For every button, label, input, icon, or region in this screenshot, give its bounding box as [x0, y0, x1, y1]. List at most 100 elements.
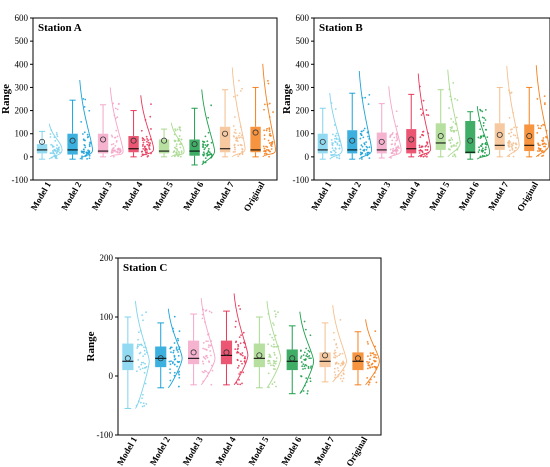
chart-title: Station A: [38, 22, 82, 34]
box-group: [219, 67, 246, 158]
violin-outline: [358, 70, 373, 160]
sample-point: [450, 130, 453, 133]
sample-point: [175, 147, 177, 150]
sample-point: [145, 351, 148, 354]
sample-point: [484, 108, 487, 111]
sample-point: [204, 144, 207, 146]
sample-point: [514, 142, 517, 145]
sample-point: [395, 110, 398, 113]
sample-point: [81, 155, 83, 158]
sample-point: [51, 144, 54, 147]
sample-point: [334, 376, 336, 379]
sample-point: [545, 136, 548, 139]
sample-point: [234, 146, 236, 149]
box-iqr: [188, 340, 200, 365]
sample-point: [146, 143, 149, 146]
y-tick-label: 600: [296, 13, 310, 23]
sample-point: [136, 345, 139, 348]
sample-point: [201, 313, 204, 316]
sample-point: [203, 369, 206, 372]
sample-point: [450, 118, 453, 120]
sample-point: [82, 138, 85, 141]
sample-point: [177, 351, 179, 353]
sample-point: [542, 123, 545, 126]
sample-point: [143, 149, 146, 151]
sample-point: [204, 135, 207, 138]
sample-point: [143, 366, 146, 369]
sample-point: [543, 142, 546, 145]
sample-point: [266, 127, 269, 130]
sample-point: [334, 134, 337, 137]
sample-point: [364, 153, 367, 155]
sample-point: [273, 353, 276, 356]
violin-outline: [140, 95, 155, 158]
sample-point: [334, 351, 337, 354]
y-tick-label: 500: [296, 36, 310, 46]
sample-point: [142, 361, 145, 364]
sample-point: [114, 117, 117, 120]
box-iqr: [220, 340, 233, 365]
sample-point: [306, 355, 309, 358]
sample-point: [207, 371, 209, 374]
sample-point: [375, 356, 378, 359]
sample-point: [374, 330, 377, 333]
box-iqr: [36, 144, 48, 154]
sample-point: [263, 147, 266, 150]
sample-point: [211, 369, 214, 372]
sample-point: [335, 154, 338, 157]
sample-point: [86, 157, 88, 160]
sample-point: [368, 93, 371, 96]
box-iqr: [155, 346, 167, 368]
sample-point: [275, 385, 277, 388]
sample-point: [143, 404, 146, 407]
violin-outline: [233, 293, 249, 386]
sample-point: [537, 142, 539, 145]
sample-point: [507, 141, 510, 144]
sample-point: [112, 155, 115, 158]
box-mean-marker: [157, 355, 164, 362]
sample-point: [542, 137, 545, 139]
sample-point: [421, 151, 424, 154]
violin-outline: [109, 87, 124, 158]
sample-point: [232, 125, 235, 127]
sample-point: [241, 153, 244, 156]
sample-point: [235, 139, 238, 142]
box-mean-marker: [222, 130, 229, 137]
sample-point: [82, 148, 85, 151]
x-tick-label: Model 2: [59, 180, 84, 212]
sample-point: [110, 143, 113, 146]
sample-point: [235, 320, 237, 323]
sample-point: [448, 139, 451, 142]
sample-point: [339, 364, 342, 367]
sample-point: [168, 360, 171, 363]
sample-point: [304, 328, 307, 331]
sample-point: [233, 95, 235, 98]
sample-point: [391, 133, 394, 136]
sample-point: [147, 141, 150, 144]
sample-point: [339, 353, 342, 355]
sample-point: [485, 141, 487, 144]
y-tick-label: 600: [15, 13, 29, 23]
sample-point: [341, 380, 344, 383]
x-tick-label: Model 1: [309, 180, 334, 212]
sample-point: [480, 150, 483, 152]
sample-point: [178, 152, 181, 154]
sample-point: [330, 102, 333, 104]
sample-point: [479, 145, 482, 147]
sample-point: [141, 397, 143, 400]
sample-point: [540, 124, 543, 127]
sample-point: [114, 149, 117, 152]
y-tick-label: 300: [296, 82, 310, 92]
box-mean-marker: [252, 129, 259, 136]
sample-point: [202, 380, 205, 383]
sample-point: [145, 135, 148, 138]
chart-title: Station B: [319, 22, 363, 34]
box-group: [250, 63, 277, 158]
sample-point: [239, 342, 242, 345]
sample-point: [89, 141, 92, 144]
sample-point: [303, 320, 306, 323]
sample-point: [239, 90, 242, 92]
box-iqr: [97, 133, 109, 154]
sample-point: [139, 401, 142, 404]
sample-point: [454, 155, 457, 158]
